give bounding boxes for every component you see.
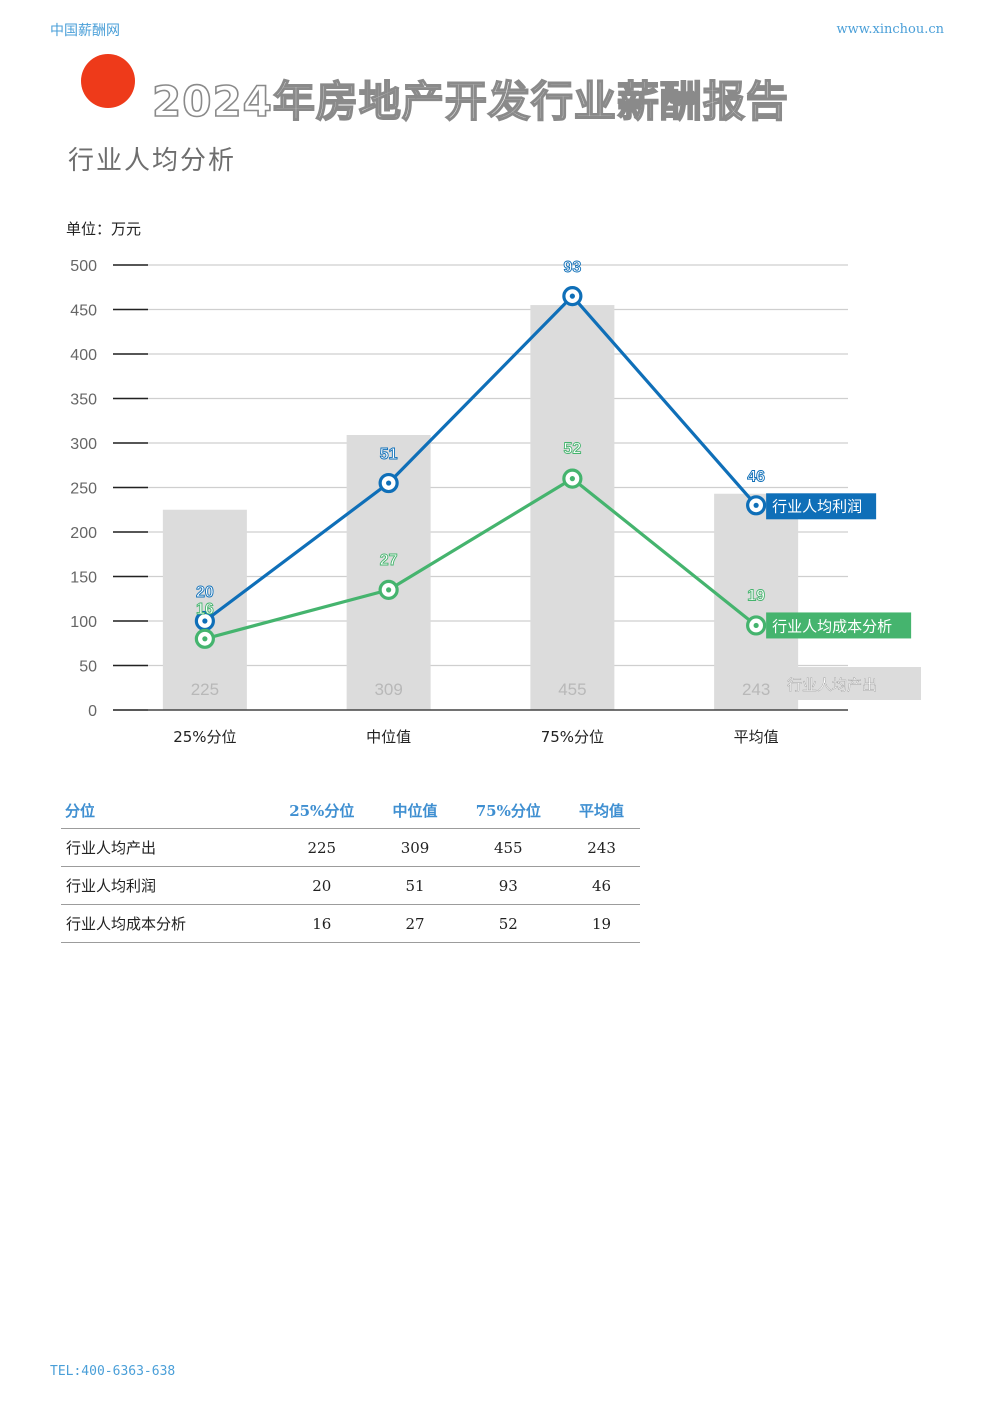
series-marker-dot <box>569 476 575 482</box>
x-tick-label: 中位值 <box>366 728 411 746</box>
legend-tag <box>770 667 921 700</box>
y-tick-label: 0 <box>88 703 97 720</box>
table-cell: 19 <box>563 904 640 943</box>
row-label: 行业人均利润 <box>61 866 267 905</box>
bar <box>162 509 247 710</box>
table-cell: 455 <box>453 828 564 867</box>
legend-label: 行业人均利润 <box>772 497 862 515</box>
table-header-cell: 平均值 <box>563 792 640 829</box>
table-cell: 52 <box>453 904 564 943</box>
x-tick-label: 25%分位 <box>173 728 236 746</box>
series-marker-dot <box>386 480 392 486</box>
data-label: 93 <box>563 259 581 276</box>
report-title: 2024年房地产开发行业薪酬报告 <box>151 76 789 127</box>
y-tick-label: 100 <box>70 614 97 631</box>
row-label: 行业人均成本分析 <box>61 904 267 943</box>
series-line <box>204 477 758 641</box>
data-label: 20 <box>196 584 214 601</box>
table-cell: 309 <box>376 828 454 867</box>
table-header-cell: 25%分位 <box>266 792 377 829</box>
series-marker-dot <box>386 587 392 593</box>
table-cell: 16 <box>266 904 377 943</box>
legend-label: 行业人均产出 <box>787 676 877 694</box>
bar-value-label: 455 <box>558 680 586 699</box>
x-tick-label: 平均值 <box>734 728 779 746</box>
bar-value-label: 309 <box>374 680 402 699</box>
chart-canvas: 0 50 100 150 200 250 300 350 400 450 500 225 309 455 2… <box>70 258 921 746</box>
y-tick-label: 500 <box>70 258 97 275</box>
table-row: 行业人均利润 20 51 93 46 <box>61 866 640 905</box>
y-tick-label: 350 <box>70 392 97 409</box>
y-tick-label: 150 <box>70 570 97 587</box>
footer-tel: TEL:400-6363-638 <box>50 1364 176 1379</box>
website-link[interactable]: www.xinchou.cn <box>836 22 944 37</box>
y-tick-label: 300 <box>70 436 97 453</box>
table-cell: 27 <box>376 904 454 943</box>
table-header-row: 分位 25%分位 中位值 75%分位 平均值 <box>61 792 640 829</box>
bar <box>530 305 615 710</box>
table-cell: 93 <box>453 866 564 905</box>
y-tick-label: 450 <box>70 303 97 320</box>
legend-tag <box>766 612 912 639</box>
table-cell: 20 <box>266 866 377 905</box>
bar-value-label: 225 <box>191 680 219 699</box>
series-marker-dot <box>753 622 759 629</box>
section-subtitle: 行业人均分析 <box>68 146 237 176</box>
table-cell: 225 <box>266 828 377 867</box>
table-header-cell: 中位值 <box>376 792 454 829</box>
data-label: 27 <box>380 552 398 569</box>
table-header-cell: 75%分位 <box>453 792 564 829</box>
series-marker-dot <box>569 293 575 299</box>
y-tick-label: 400 <box>70 347 97 364</box>
bar-value-label: 243 <box>742 680 770 699</box>
y-tick-label: 200 <box>70 525 97 542</box>
series-line <box>203 294 758 623</box>
data-label: 19 <box>747 587 765 604</box>
data-label: 16 <box>196 601 214 618</box>
series-marker-dot <box>202 618 208 624</box>
table-cell: 46 <box>563 866 640 905</box>
table-row: 行业人均成本分析 16 27 52 19 <box>61 904 640 943</box>
data-label: 52 <box>563 441 581 458</box>
data-table: 分位 25%分位 中位值 75%分位 平均值 行业人均产出 225 309 45… <box>61 792 640 943</box>
x-tick-label: 75%分位 <box>541 728 604 746</box>
brand-name: 中国薪酬网 <box>50 23 120 39</box>
chart-unit-label: 单位：万元 <box>66 220 142 238</box>
red-dot-logo <box>81 54 135 108</box>
y-tick-label: 250 <box>70 481 97 498</box>
table-header-cell: 分位 <box>61 792 267 829</box>
data-label: 46 <box>747 468 765 485</box>
table-cell: 243 <box>563 828 640 867</box>
legend-label: 行业人均成本分析 <box>772 617 892 635</box>
legend-tag <box>766 493 877 520</box>
series-marker-dot <box>753 502 759 508</box>
row-label: 行业人均产出 <box>61 828 267 867</box>
table-cell: 51 <box>376 866 454 905</box>
table-row: 行业人均产出 225 309 455 243 <box>61 828 640 867</box>
data-label: 51 <box>380 446 398 463</box>
series-marker-dot <box>202 636 208 642</box>
y-tick-label: 50 <box>79 659 97 676</box>
